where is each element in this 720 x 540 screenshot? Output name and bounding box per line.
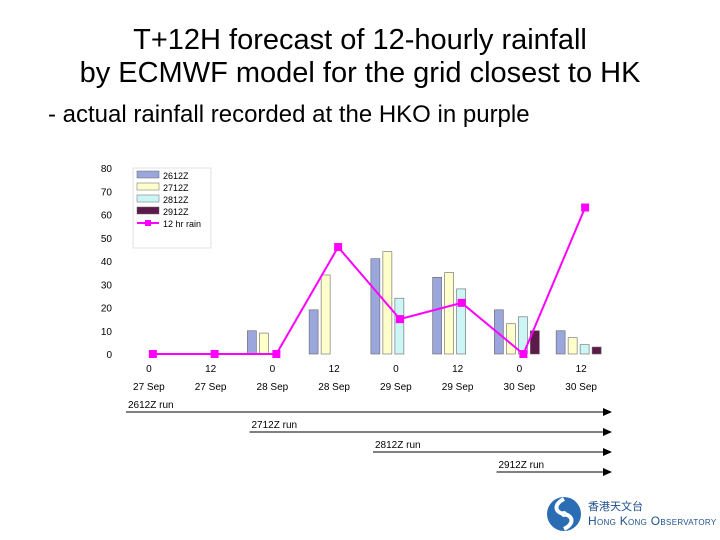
- y-tick-label: 10: [101, 327, 113, 338]
- bar-2912Z: [530, 330, 540, 355]
- title-line-1: T+12H forecast of 12-hourly rainfall: [133, 24, 587, 56]
- legend-label: 2912Z: [163, 207, 189, 217]
- line-point-12hr-rain: [148, 350, 157, 358]
- run-arrow-head: [603, 428, 612, 436]
- y-tick-label: 0: [106, 350, 112, 361]
- line-point-12hr-rain: [334, 243, 343, 252]
- run-arrow-head: [603, 408, 612, 416]
- legend-label: 2712Z: [163, 183, 189, 193]
- legend-swatch: [136, 182, 160, 191]
- x-tick-hour: 12: [576, 364, 588, 375]
- hko-emblem-icon: [547, 497, 581, 531]
- y-tick-label: 20: [101, 304, 113, 315]
- run-arrow-head: [603, 448, 612, 456]
- legend-swatch: [136, 194, 160, 203]
- x-tick-hour: 0: [146, 364, 152, 375]
- x-tick-date: 28 Sep: [318, 382, 350, 393]
- x-tick-hour: 12: [329, 364, 341, 375]
- hko-logo: 香港天文台 Hong Kong Observatory: [540, 494, 720, 534]
- x-tick-date: 30 Sep: [565, 382, 597, 393]
- line-point-12hr-rain: [210, 350, 219, 358]
- hko-name-en: Hong Kong Observatory: [588, 514, 717, 528]
- x-tick-hour: 0: [393, 364, 399, 375]
- x-tick-date: 29 Sep: [380, 382, 412, 393]
- x-tick-hour: 12: [452, 364, 464, 375]
- run-label: 2912Z run: [499, 460, 545, 471]
- y-tick-label: 80: [101, 164, 113, 175]
- bar-2612Z: [308, 309, 319, 355]
- bar-2612Z: [432, 276, 442, 355]
- bar-2712Z: [444, 272, 454, 355]
- bar-2612Z: [247, 330, 257, 355]
- x-tick-date: 30 Sep: [504, 382, 536, 393]
- bar-2712Z: [567, 337, 578, 355]
- line-point-12hr-rain: [395, 315, 404, 324]
- y-tick-label: 40: [101, 257, 113, 268]
- x-tick-date: 28 Sep: [257, 382, 289, 393]
- line-point-12hr-rain: [457, 298, 466, 307]
- legend-label: 12 hr rain: [163, 219, 201, 229]
- bar-2712Z: [506, 323, 516, 355]
- y-tick-label: 50: [101, 234, 113, 245]
- bar-2612Z: [370, 258, 381, 355]
- bar-2612Z: [494, 309, 504, 355]
- legend-swatch: [136, 206, 160, 215]
- y-tick-label: 60: [101, 211, 113, 222]
- bar-2712Z: [320, 274, 331, 355]
- bar-2812Z: [394, 297, 405, 355]
- x-tick-hour: 12: [205, 364, 217, 375]
- line-point-12hr-rain: [272, 350, 281, 358]
- run-arrow-head: [603, 468, 612, 476]
- bar-2812Z: [579, 344, 590, 355]
- x-tick-hour: 0: [517, 364, 523, 375]
- line-point-12hr-rain: [519, 350, 528, 358]
- title-line-2: by ECMWF model for the grid closest to H…: [79, 57, 641, 89]
- series-line-12hr-rain: [152, 207, 587, 356]
- bar-2612Z: [555, 330, 566, 355]
- bar-2712Z: [382, 251, 393, 355]
- y-tick-label: 70: [101, 187, 113, 198]
- legend-line-marker: [145, 220, 151, 226]
- hko-name-zh: 香港天文台: [588, 501, 643, 513]
- x-tick-hour: 0: [270, 364, 276, 375]
- bar-2812Z: [456, 288, 466, 355]
- bar-2912Z: [591, 346, 602, 355]
- line-point-12hr-rain: [581, 203, 590, 212]
- run-label: 2612Z run: [128, 400, 174, 411]
- title-line-3: - actual rainfall recorded at the HKO in…: [48, 101, 530, 128]
- run-label: 2712Z run: [252, 420, 298, 431]
- x-tick-date: 27 Sep: [133, 382, 165, 393]
- bar-2712Z: [259, 332, 269, 355]
- x-tick-date: 27 Sep: [195, 382, 227, 393]
- legend-label: 2812Z: [163, 195, 189, 205]
- y-tick-label: 30: [101, 280, 113, 291]
- run-label: 2812Z run: [375, 440, 421, 451]
- legend-label: 2612Z: [163, 171, 189, 181]
- legend-swatch: [136, 170, 160, 179]
- x-tick-date: 29 Sep: [442, 382, 474, 393]
